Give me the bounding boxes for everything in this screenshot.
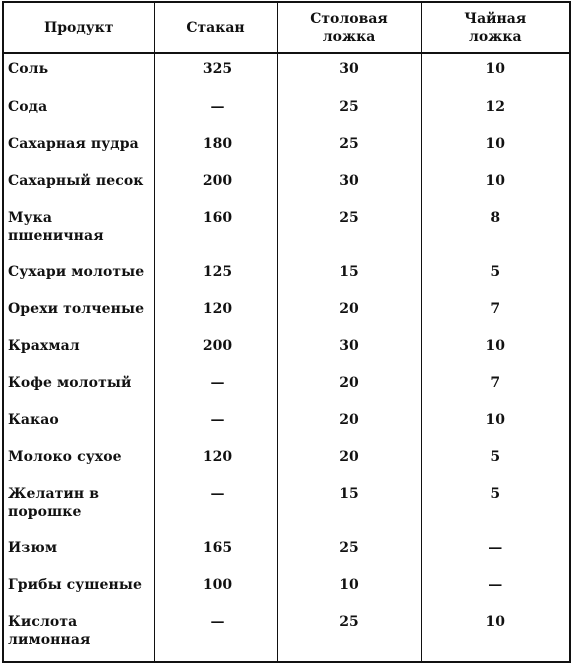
header-glass-label: Стакан — [186, 19, 245, 36]
teaspoon-cell: 7 — [420, 294, 571, 331]
glass-cell: 165 — [153, 533, 278, 570]
header-teaspoon-line1: Чайная — [464, 10, 527, 27]
product-cell: Орехи толченые — [2, 294, 155, 331]
product-line2: порошке — [8, 504, 82, 520]
glass-cell: 120 — [153, 294, 278, 331]
teaspoon-cell: 10 — [420, 53, 571, 92]
tablespoon-cell: 30 — [276, 331, 422, 368]
tablespoon-cell: 20 — [276, 294, 422, 331]
product-cell: Какао — [2, 405, 155, 442]
teaspoon-cell: 7 — [420, 368, 571, 405]
header-teaspoon: Чайная ложка — [420, 1, 571, 54]
product-cell: Мука пшеничная — [2, 203, 155, 257]
table-row: Мука пшеничная 160 25 8 — [2, 203, 571, 257]
tablespoon-cell: 20 — [276, 368, 422, 405]
table-row: Желатин в порошке — 15 5 — [2, 479, 571, 533]
tablespoon-cell: 25 — [276, 203, 422, 257]
table-row: Сухари молотые 125 15 5 — [2, 257, 571, 294]
tablespoon-cell: 15 — [276, 479, 422, 533]
teaspoon-cell: 10 — [420, 607, 571, 662]
glass-cell: 120 — [153, 442, 278, 479]
product-cell: Крахмал — [2, 331, 155, 368]
glass-cell: 180 — [153, 129, 278, 166]
header-row: Продукт Стакан Столовая ложка Чайная ложка — [2, 1, 571, 54]
glass-cell: 325 — [153, 53, 278, 92]
header-product: Продукт — [2, 1, 155, 54]
teaspoon-cell: 10 — [420, 331, 571, 368]
tablespoon-cell: 25 — [276, 607, 422, 662]
header-tablespoon: Столовая ложка — [276, 1, 422, 54]
teaspoon-cell: 10 — [420, 129, 571, 166]
glass-cell: — — [153, 405, 278, 442]
teaspoon-cell: 8 — [420, 203, 571, 257]
product-cell: Кофе молотый — [2, 368, 155, 405]
product-line2: пшеничная — [8, 228, 104, 244]
product-cell: Кислота лимонная — [2, 607, 155, 662]
product-cell: Желатин в порошке — [2, 479, 155, 533]
glass-cell: 200 — [153, 331, 278, 368]
tablespoon-cell: 25 — [276, 533, 422, 570]
product-cell: Сухари молотые — [2, 257, 155, 294]
table-row: Кислота лимонная — 25 10 — [2, 607, 571, 662]
teaspoon-cell: 5 — [420, 479, 571, 533]
tablespoon-cell: 20 — [276, 405, 422, 442]
product-cell: Молоко сухое — [2, 442, 155, 479]
teaspoon-cell: — — [420, 570, 571, 607]
table-row: Орехи толченые 120 20 7 — [2, 294, 571, 331]
glass-cell: 100 — [153, 570, 278, 607]
table-body: Соль 325 30 10 Сода — 25 12 Сахарная пуд… — [2, 53, 571, 662]
header-glass: Стакан — [153, 1, 278, 54]
table-row: Сода — 25 12 — [2, 92, 571, 129]
teaspoon-cell: 5 — [420, 257, 571, 294]
header-tablespoon-line2: ложка — [322, 28, 376, 45]
glass-cell: — — [153, 368, 278, 405]
glass-cell: 200 — [153, 166, 278, 203]
product-line2: лимонная — [8, 632, 91, 648]
glass-cell: — — [153, 92, 278, 129]
product-cell: Сахарный песок — [2, 166, 155, 203]
table-header: Продукт Стакан Столовая ложка Чайная ложка — [2, 1, 571, 54]
product-line1: Желатин в — [8, 486, 100, 502]
product-cell: Сода — [2, 92, 155, 129]
table-row: Изюм 165 25 — — [2, 533, 571, 570]
header-product-label: Продукт — [44, 19, 114, 36]
tablespoon-cell: 20 — [276, 442, 422, 479]
tablespoon-cell: 30 — [276, 166, 422, 203]
tablespoon-cell: 25 — [276, 129, 422, 166]
product-cell: Соль — [2, 53, 155, 92]
header-tablespoon-line1: Столовая — [310, 10, 388, 27]
glass-cell: — — [153, 607, 278, 662]
table-row: Сахарный песок 200 30 10 — [2, 166, 571, 203]
table-row: Какао — 20 10 — [2, 405, 571, 442]
tablespoon-cell: 25 — [276, 92, 422, 129]
tablespoon-cell: 10 — [276, 570, 422, 607]
glass-cell: 160 — [153, 203, 278, 257]
glass-cell: 125 — [153, 257, 278, 294]
table-row: Соль 325 30 10 — [2, 53, 571, 92]
product-cell: Изюм — [2, 533, 155, 570]
glass-cell: — — [153, 479, 278, 533]
header-teaspoon-line2: ложка — [468, 28, 522, 45]
product-cell: Сахарная пудра — [2, 129, 155, 166]
product-cell: Грибы сушеные — [2, 570, 155, 607]
table-row: Кофе молотый — 20 7 — [2, 368, 571, 405]
product-line1: Мука — [8, 210, 53, 226]
tablespoon-cell: 30 — [276, 53, 422, 92]
table-row: Молоко сухое 120 20 5 — [2, 442, 571, 479]
product-line1: Кислота — [8, 614, 78, 630]
table-row: Сахарная пудра 180 25 10 — [2, 129, 571, 166]
tablespoon-cell: 15 — [276, 257, 422, 294]
teaspoon-cell: 10 — [420, 405, 571, 442]
table-row: Крахмал 200 30 10 — [2, 331, 571, 368]
teaspoon-cell: 12 — [420, 92, 571, 129]
teaspoon-cell: — — [420, 533, 571, 570]
teaspoon-cell: 5 — [420, 442, 571, 479]
teaspoon-cell: 10 — [420, 166, 571, 203]
table-row: Грибы сушеные 100 10 — — [2, 570, 571, 607]
